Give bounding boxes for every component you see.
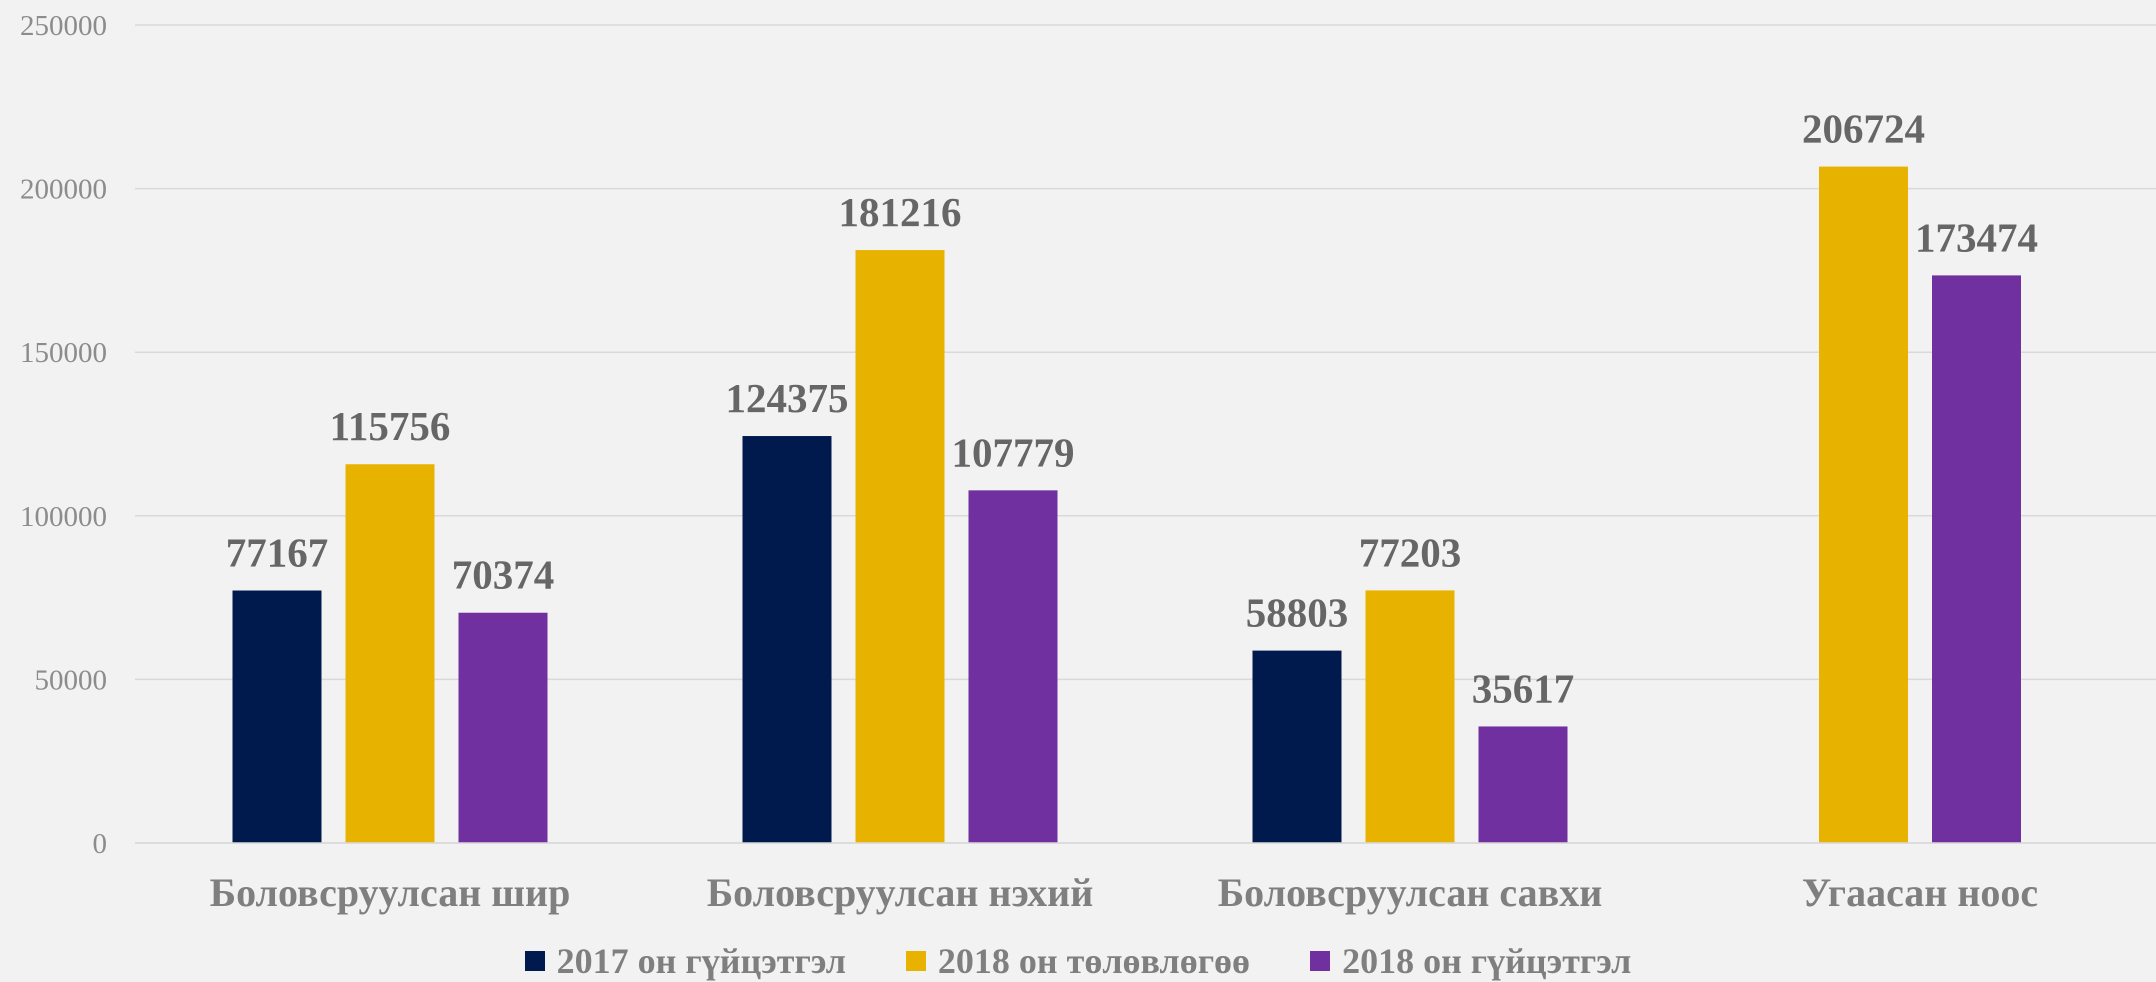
data-label: 77167 [226,530,329,576]
x-tick-label: Боловсруулсан савхи [1218,870,1603,915]
data-label: 35617 [1472,665,1575,711]
data-label: 58803 [1246,590,1349,636]
legend-swatch [524,951,545,971]
y-tick-label: 200000 [20,174,107,206]
bar [232,590,322,843]
y-tick-label: 0 [93,828,108,860]
y-tick-label: 250000 [20,10,107,42]
data-label: 77203 [1359,529,1462,575]
y-tick-label: 150000 [20,337,107,369]
x-tick-label: Боловсруулсан нэхий [707,870,1094,915]
x-axis: Боловсруулсан шир Боловсруулсан нэхий Боло… [135,842,2156,915]
legend-swatch [1310,951,1331,971]
x-tick-label: Боловсруулсан шир [210,870,571,915]
data-label: 206724 [1802,106,1925,152]
legend-item: 2018 он гүйцэтгэл [1310,940,1631,982]
legend-label: 2018 он төлөвлөгөө [937,941,1251,981]
bar [855,250,945,843]
legend-item: 2017 он гүйцэтгэл [524,940,846,982]
legend-label: 2018 он гүйцэтгэл [1342,941,1632,981]
data-label: 107779 [952,429,1075,475]
bar [1932,275,2021,843]
y-tick-label: 100000 [20,501,107,533]
bar [968,490,1058,843]
bar [1819,166,1908,844]
y-tick-label: 50000 [35,664,108,696]
x-tick-label: Угаасан ноос [1802,870,2038,915]
bar [1252,650,1342,843]
bar [345,464,435,843]
data-labels: 77167 115756 70374 124375 181216 107779 588037… [226,106,2038,712]
bar [742,436,832,843]
y-axis: 0 50000 100000 150000 200000 250000 [20,10,107,860]
bar [458,612,548,843]
data-label: 70374 [452,552,555,598]
bar [1365,590,1455,843]
data-label: 115756 [330,403,451,449]
data-label: 173474 [1915,214,2038,260]
bars [232,166,2021,844]
bar [1478,726,1568,843]
data-label: 124375 [726,375,849,421]
legend-swatch [905,951,926,971]
data-label: 181216 [839,189,962,235]
legend-label: 2017 он гүйцэтгэл [556,941,846,981]
legend: 2017 он гүйцэтгэл 2018 он төлөвлөгөө 2018 … [0,940,2156,982]
legend-item: 2018 он төлөвлөгөө [905,940,1251,982]
